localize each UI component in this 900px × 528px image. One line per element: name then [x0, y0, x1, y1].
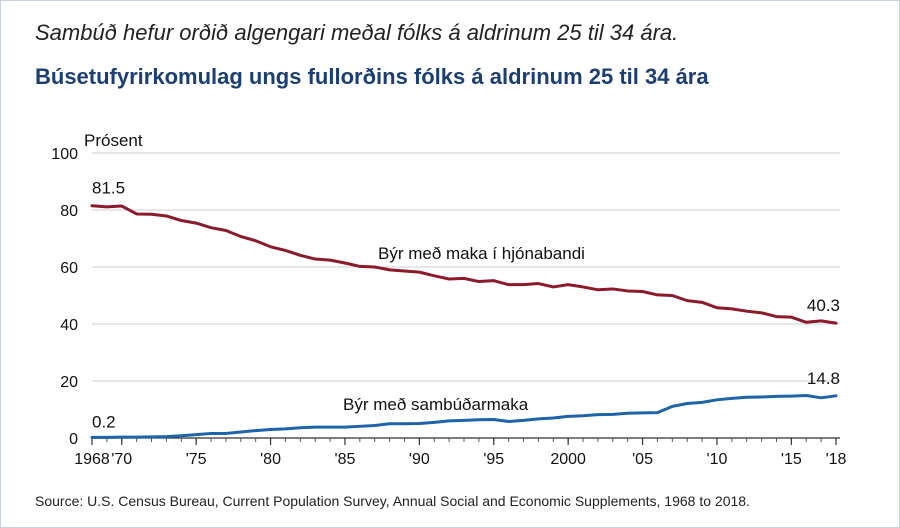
y-axis-label: Prósent [84, 131, 143, 150]
x-tick-label-2015: '15 [781, 451, 802, 468]
grid-lines [92, 152, 840, 439]
figure-subtitle: Sambúð hefur orðið algengari meðal fólks… [35, 20, 679, 45]
y-tick-label-40: 40 [60, 317, 78, 334]
y-tick-label-20: 20 [60, 374, 78, 391]
source-note: Source: U.S. Census Bureau, Current Popu… [35, 493, 750, 509]
series-lines [90, 204, 838, 439]
y-tick-label-100: 100 [51, 146, 78, 163]
series-label-cohabiting: Býr með sambúðarmaka [343, 395, 529, 414]
data-label-40.3: 40.3 [807, 296, 840, 315]
x-tick-label-1980: '80 [260, 451, 281, 468]
data-label-0.2: 0.2 [92, 412, 116, 431]
x-tick-label-2010: '10 [707, 451, 728, 468]
y-tick-label-80: 80 [60, 203, 78, 220]
y-tick-label-60: 60 [60, 260, 78, 277]
x-tick-label-1975: '75 [186, 451, 207, 468]
data-label-81.5: 81.5 [92, 179, 125, 198]
data-labels: 81.5 40.3 0.2 14.8 [92, 179, 840, 432]
chart-title: Búsetufyrirkomulag ungs fullorðins fólks… [35, 64, 709, 89]
series-line-married [90, 204, 838, 325]
x-tick-label-1968: 1968 [74, 451, 110, 468]
y-tick-label-0: 0 [69, 431, 78, 448]
x-tick-label-1995: '95 [483, 451, 504, 468]
series-label-married: Býr með maka í hjónabandi [378, 244, 585, 263]
x-axis-ticks: 1968'70 '75 '80 '85 '90 '95 2000 '05 '10 '15 '18 [74, 438, 847, 468]
data-label-14.8: 14.8 [807, 369, 840, 388]
x-tick-label-1985: '85 [335, 451, 356, 468]
x-tick-label-1990: '90 [409, 451, 430, 468]
y-axis-ticks: 0 20 40 60 80 100 [51, 146, 78, 448]
x-tick-label-2005: '05 [632, 451, 653, 468]
series-line-cohabiting [90, 394, 838, 439]
x-tick-label-1970: '70 [111, 451, 132, 468]
x-tick-label-2000: 2000 [550, 451, 586, 468]
x-tick-label-2018: '18 [826, 451, 847, 468]
